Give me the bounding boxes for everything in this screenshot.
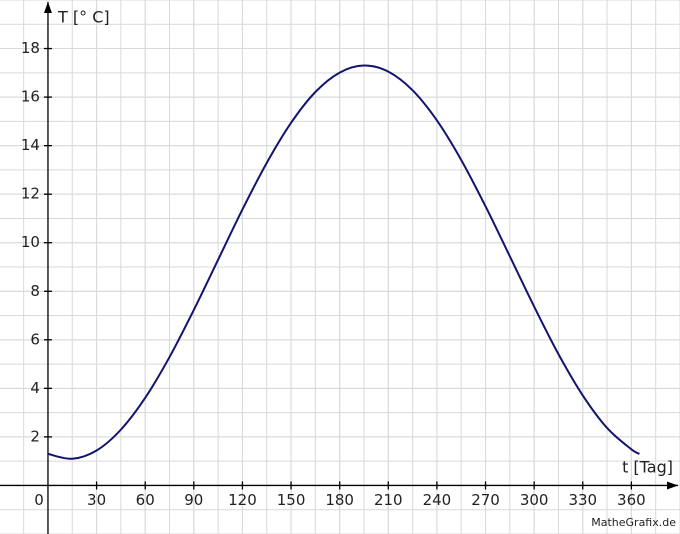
x-tick-label: 90 xyxy=(184,491,203,509)
x-tick-label: 120 xyxy=(228,491,257,509)
x-tick-label: 330 xyxy=(568,491,597,509)
x-tick-label: 270 xyxy=(471,491,500,509)
y-tick-label: 16 xyxy=(21,88,40,106)
y-tick-label: 6 xyxy=(30,330,40,348)
x-tick-label: 60 xyxy=(136,491,155,509)
x-axis-arrow xyxy=(667,481,678,490)
curve xyxy=(47,64,640,460)
x-tick-label: 210 xyxy=(374,491,403,509)
x-tick-label: 240 xyxy=(423,491,452,509)
y-tick-label: 4 xyxy=(30,379,40,397)
y-axis-arrow xyxy=(43,2,52,13)
y-tick-label: 10 xyxy=(21,233,40,251)
watermark: MatheGrafix.de xyxy=(591,516,676,529)
x-tick-label: 180 xyxy=(325,491,354,509)
y-tick-label: 2 xyxy=(30,427,40,445)
x-tick-label: 30 xyxy=(87,491,106,509)
y-axis-label: T [° C] xyxy=(57,8,110,27)
y-tick-label: 14 xyxy=(21,136,40,154)
y-tick-label: 18 xyxy=(21,39,40,57)
x-tick-label: 360 xyxy=(617,491,646,509)
x-tick-label: 150 xyxy=(277,491,306,509)
x-tick-label: 300 xyxy=(520,491,549,509)
plot xyxy=(47,64,640,460)
x-axis-label: t [Tag] xyxy=(622,458,673,477)
y-tick-label: 8 xyxy=(30,282,40,300)
x-tick-label: 0 xyxy=(34,491,44,509)
y-tick-label: 12 xyxy=(21,185,40,203)
